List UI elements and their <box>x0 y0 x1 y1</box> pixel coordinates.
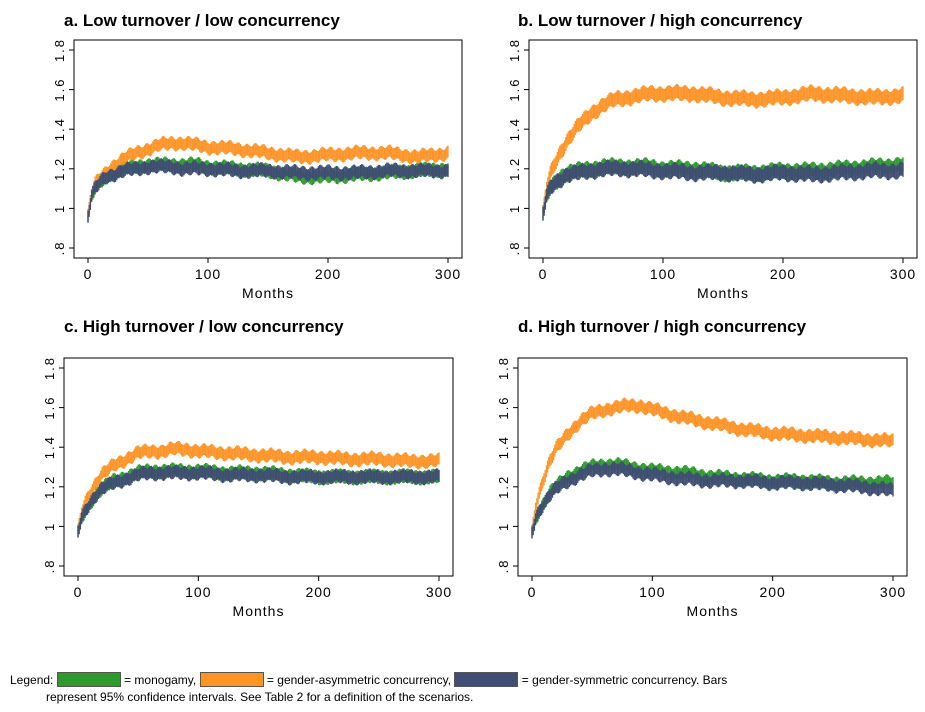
panel-c-xlabel: Months <box>233 603 285 619</box>
legend-label-asymmetric: = gender-asymmetric concurrency, <box>266 673 452 687</box>
panel-c-xtick-label: 200 <box>305 584 331 600</box>
panel-c: c. High turnover / low concurrency .8 1 1.2… <box>42 317 454 619</box>
panel-c-series-symmetric <box>77 464 440 538</box>
panel-d: d. High turnover / high concurrency .8 1 1.… <box>496 317 908 619</box>
panel-c-xtick-label: 0 <box>74 584 83 600</box>
panel-d-series-symmetric <box>531 461 894 539</box>
panel-c-title: c. High turnover / low concurrency <box>64 317 344 336</box>
panel-b-title: b. Low turnover / high concurrency <box>518 11 803 30</box>
panel-c-ytick-label: 1.4 <box>42 435 57 459</box>
panel-b-ytick-label: 1.4 <box>507 117 522 141</box>
panel-a-ytick-label: 1.6 <box>52 78 67 102</box>
panel-d-ytick-label: .8 <box>496 559 511 574</box>
panel-a-ytick-label: 1.4 <box>52 117 67 141</box>
legend: Legend: = monogamy, = gender-asymmetric … <box>10 672 915 706</box>
panel-b-series-symmetric <box>542 159 904 221</box>
panel-b-ytick-label: 1.6 <box>507 78 522 102</box>
panel-a: a. Low turnover / low concurrency .8 1 1.2 1… <box>52 11 463 301</box>
panel-d-ytick-label: 1 <box>496 522 511 531</box>
panel-a-ytick-label: .8 <box>52 241 67 256</box>
panel-b: b. Low turnover / high concurrency .8 1 1.2… <box>507 11 918 301</box>
panel-d-xtick-label: 200 <box>759 584 785 600</box>
panel-d-series-asymmetric <box>531 397 894 537</box>
panel-b-series-asymmetric <box>542 83 904 219</box>
panel-d-xtick-label: 100 <box>639 584 665 600</box>
panel-c-plot-frame <box>63 357 454 577</box>
panel-a-xtick-label: 200 <box>315 266 341 282</box>
panel-d-ytick-label: 1.2 <box>496 475 511 499</box>
panel-c-ytick-label: .8 <box>42 559 57 574</box>
panel-d-xlabel: Months <box>687 603 739 619</box>
legend-swatch-symmetric <box>454 672 519 687</box>
panel-b-xtick-label: 300 <box>890 266 916 282</box>
legend-swatch-monogamy <box>56 672 121 687</box>
legend-label-monogamy: = monogamy, <box>124 673 197 687</box>
panel-b-xlabel: Months <box>697 285 749 301</box>
panel-c-ytick-label: 1.6 <box>42 396 57 420</box>
panel-a-ytick-label: 1 <box>52 204 67 213</box>
panel-b-xtick-label: 100 <box>650 266 676 282</box>
legend-swatch-asymmetric <box>199 672 264 687</box>
panel-d-ytick-label: 1.4 <box>496 435 511 459</box>
panel-c-ytick-label: 1.8 <box>42 356 57 380</box>
panel-d-title: d. High turnover / high concurrency <box>518 317 807 336</box>
panel-b-xtick-label: 0 <box>539 266 548 282</box>
panel-a-title: a. Low turnover / low concurrency <box>64 11 340 30</box>
panel-b-plot-frame <box>528 39 918 259</box>
panel-a-xtick-label: 0 <box>84 266 93 282</box>
panel-b-ytick-label: 1 <box>507 204 522 213</box>
panel-a-ytick-label: 1.2 <box>52 157 67 181</box>
panel-a-series-symmetric <box>87 158 449 223</box>
panel-a-series-asymmetric <box>87 135 449 221</box>
panel-a-xtick-label: 300 <box>435 266 461 282</box>
panel-a-ytick-label: 1.8 <box>52 38 67 62</box>
panel-b-xtick-label: 200 <box>770 266 796 282</box>
panel-d-xtick-label: 0 <box>528 584 537 600</box>
panel-b-ytick-label: 1.2 <box>507 157 522 181</box>
panel-a-xlabel: Months <box>242 285 294 301</box>
legend-note: represent 95% confidence intervals. See … <box>46 690 474 704</box>
panel-c-ytick-label: 1.2 <box>42 475 57 499</box>
panel-c-xtick-label: 100 <box>185 584 211 600</box>
panel-c-xtick-label: 300 <box>426 584 452 600</box>
panel-d-xtick-label: 300 <box>880 584 906 600</box>
panel-d-ytick-label: 1.8 <box>496 356 511 380</box>
panel-b-ytick-label: .8 <box>507 241 522 256</box>
legend-prefix: Legend: <box>10 673 54 687</box>
panel-d-ytick-label: 1.6 <box>496 396 511 420</box>
legend-label-symmetric: = gender-symmetric concurrency. Bars <box>521 673 728 687</box>
panel-a-xtick-label: 100 <box>195 266 221 282</box>
panel-b-ytick-label: 1.8 <box>507 38 522 62</box>
panel-c-ytick-label: 1 <box>42 522 57 531</box>
